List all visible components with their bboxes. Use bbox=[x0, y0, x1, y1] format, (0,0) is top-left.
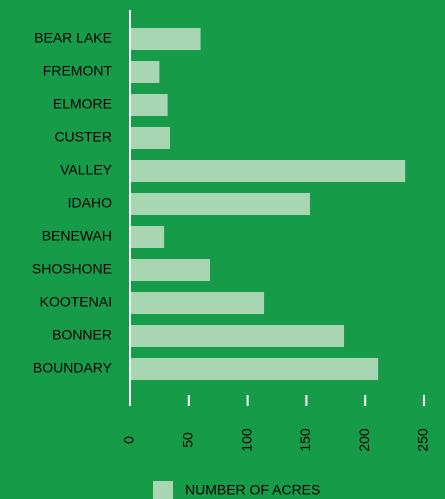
x-tick-label: 250 bbox=[415, 428, 431, 452]
bar bbox=[130, 292, 265, 314]
y-tick-label: CUSTER bbox=[54, 129, 112, 145]
bar bbox=[130, 259, 210, 281]
bar bbox=[130, 61, 160, 83]
x-tick-label: 150 bbox=[297, 428, 313, 452]
y-tick-label: KOOTENAI bbox=[40, 294, 112, 310]
bar bbox=[130, 28, 201, 50]
bar bbox=[130, 358, 379, 380]
bar bbox=[130, 325, 345, 347]
y-tick-label: IDAHO bbox=[68, 195, 112, 211]
y-tick-label: SHOSHONE bbox=[32, 261, 112, 277]
y-tick-label: BEAR LAKE bbox=[34, 30, 112, 46]
x-tick-label: 0 bbox=[121, 436, 137, 444]
y-tick-label: ELMORE bbox=[53, 96, 112, 112]
y-tick-label: VALLEY bbox=[60, 162, 113, 178]
bar bbox=[130, 226, 165, 248]
x-tick-label: 200 bbox=[356, 428, 372, 452]
legend-swatch bbox=[153, 481, 173, 499]
y-tick-label: BOUNDARY bbox=[33, 360, 113, 376]
y-tick-label: BENEWAH bbox=[42, 228, 112, 244]
y-tick-label: FREMONT bbox=[43, 63, 113, 79]
legend-label: NUMBER OF ACRES bbox=[185, 482, 320, 498]
bar bbox=[130, 193, 310, 215]
bar bbox=[130, 94, 168, 116]
bar bbox=[130, 127, 170, 149]
y-tick-label: BONNER bbox=[52, 327, 112, 343]
x-tick-label: 50 bbox=[180, 432, 196, 448]
bar bbox=[130, 160, 406, 182]
x-tick-label: 100 bbox=[238, 428, 254, 452]
